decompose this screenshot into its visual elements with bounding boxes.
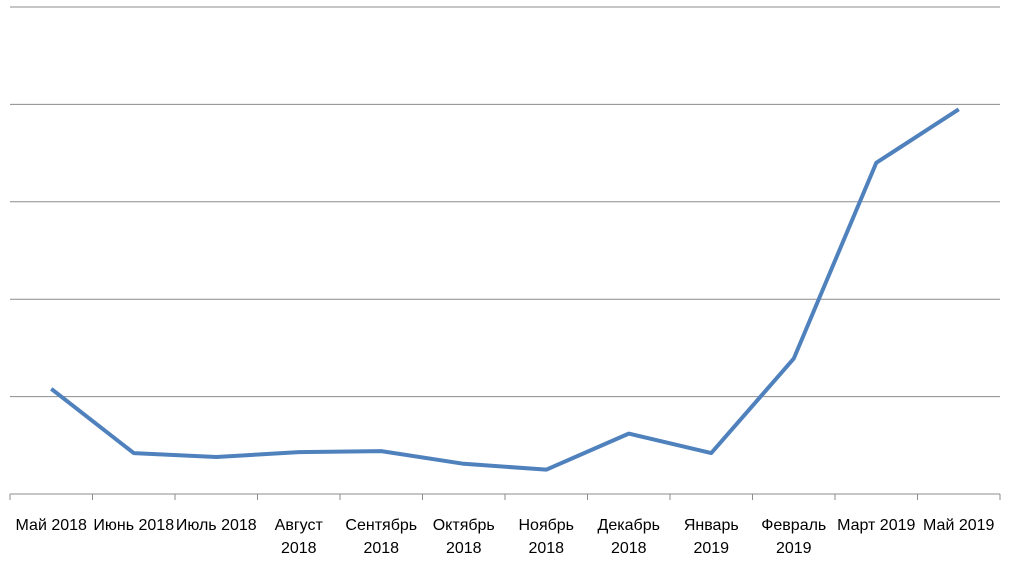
x-tick-label: Сентябрь 2018 xyxy=(345,517,418,557)
x-tick-label: Октябрь 2018 xyxy=(432,517,495,557)
x-tick-label: Июнь 2018 xyxy=(93,517,175,534)
x-tick-label: Май 2019 xyxy=(923,517,995,534)
data-line xyxy=(50,107,960,472)
x-tick-label: Ноябрь 2018 xyxy=(518,517,574,557)
x-tick-label: Январь 2019 xyxy=(683,517,739,557)
x-tick-label: Март 2019 xyxy=(837,517,916,534)
x-tick-label: Август 2018 xyxy=(274,517,323,557)
x-tick-label: Февраль 2019 xyxy=(761,517,827,557)
x-tick-label: Декабрь 2018 xyxy=(597,517,660,557)
x-tick-label: Июль 2018 xyxy=(175,517,257,534)
x-tick-label: Май 2018 xyxy=(15,517,87,534)
